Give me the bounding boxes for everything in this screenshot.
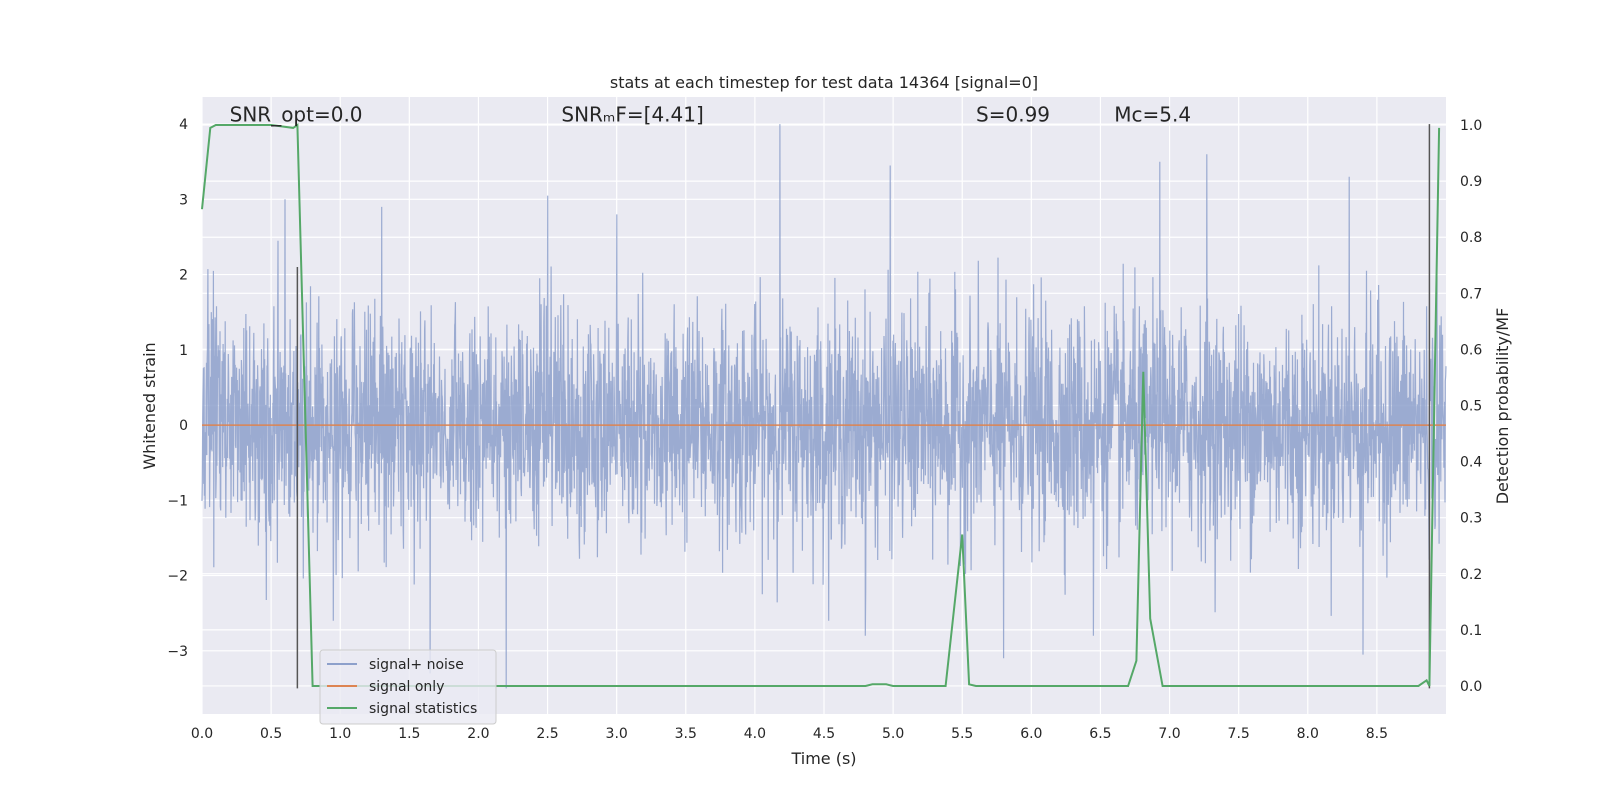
x-tick-label: 4.5 [813, 726, 835, 742]
y-tick-label: 4 [179, 117, 188, 133]
x-tick-label: 0.0 [191, 726, 213, 742]
right-y-axis-label: Detection probability/MF [1493, 308, 1512, 505]
x-tick-label: 5.0 [882, 726, 904, 742]
x-tick-label: 4.0 [744, 726, 766, 742]
legend-box [319, 649, 497, 725]
x-axis-ticks: 0.0 0.5 1.0 1.5 2.0 2.5 3.0 3.5 4.0 4.5 5.0 5.5 6.0 6… [191, 726, 1388, 742]
x-tick-label: 6.0 [1020, 726, 1042, 742]
y-tick-label: −3 [167, 644, 188, 660]
x-tick-label: 2.5 [536, 726, 558, 742]
y-tick-label: 1 [179, 343, 188, 359]
x-tick-label: 8.5 [1366, 726, 1388, 742]
y-axis-label: Whitened strain [140, 342, 159, 469]
x-tick-label: 6.5 [1089, 726, 1111, 742]
signal-statistics-series [201, 123, 1441, 687]
signal-noise-series [201, 124, 1447, 689]
annotation-mc: Mᴄ=5.4 [1114, 103, 1191, 127]
vertical-lines [296, 124, 1431, 689]
x-tick-label: 3.0 [606, 726, 628, 742]
right-y-tick-label: 0.4 [1460, 455, 1482, 471]
x-tick-label: 5.5 [951, 726, 973, 742]
annotation-snr-mf: SNRₘF=[4.41] [561, 103, 703, 127]
y-tick-label: −2 [167, 569, 188, 585]
x-tick-label: 3.5 [675, 726, 697, 742]
y-axis-ticks: 4 3 2 1 0 −1 −2 −3 [167, 117, 188, 660]
legend-label-signal-only: signal only [369, 679, 444, 695]
x-axis-label: Time (s) [790, 749, 856, 768]
signal-noise-line [201, 124, 1447, 689]
x-tick-label: 1.0 [329, 726, 351, 742]
y-tick-label: 3 [179, 192, 188, 208]
right-y-tick-label: 0.1 [1460, 623, 1482, 639]
x-tick-label: 7.0 [1158, 726, 1180, 742]
y-tick-label: −1 [167, 493, 188, 509]
annotations: SNR_opt=0.0 SNRₘF=[4.41] S=0.99 Mᴄ=5.4 [230, 103, 1191, 127]
legend: signal+ noise signal only signal statist… [319, 649, 497, 725]
right-y-tick-label: 0.2 [1460, 567, 1482, 583]
x-tick-label: 7.5 [1228, 726, 1250, 742]
y-tick-label: 2 [179, 268, 188, 284]
legend-label-signal-statistics: signal statistics [369, 701, 477, 717]
x-tick-label: 8.0 [1297, 726, 1319, 742]
right-y-tick-label: 0.0 [1460, 679, 1482, 695]
legend-label-signal-noise: signal+ noise [369, 657, 464, 673]
annotation-s-score: S=0.99 [976, 103, 1050, 127]
x-tick-label: 0.5 [260, 726, 282, 742]
right-y-tick-label: 0.3 [1460, 511, 1482, 527]
right-y-tick-label: 0.8 [1460, 230, 1482, 246]
right-y-tick-label: 0.5 [1460, 399, 1482, 415]
right-y-tick-label: 1.0 [1460, 118, 1482, 134]
signal-statistics-line [201, 123, 1441, 687]
right-y-tick-label: 0.7 [1460, 286, 1482, 302]
x-tick-label: 1.5 [398, 726, 420, 742]
chart-title: stats at each timestep for test data 143… [610, 73, 1038, 92]
right-y-axis-ticks: 1.0 0.9 0.8 0.7 0.6 0.5 0.4 0.3 0.2 0.1 0.0 [1460, 118, 1482, 695]
annotation-snr-opt: SNR_opt=0.0 [230, 103, 363, 127]
right-y-tick-label: 0.6 [1460, 342, 1482, 358]
y-tick-label: 0 [179, 418, 188, 434]
right-y-tick-label: 0.9 [1460, 174, 1482, 190]
x-tick-label: 2.0 [467, 726, 489, 742]
